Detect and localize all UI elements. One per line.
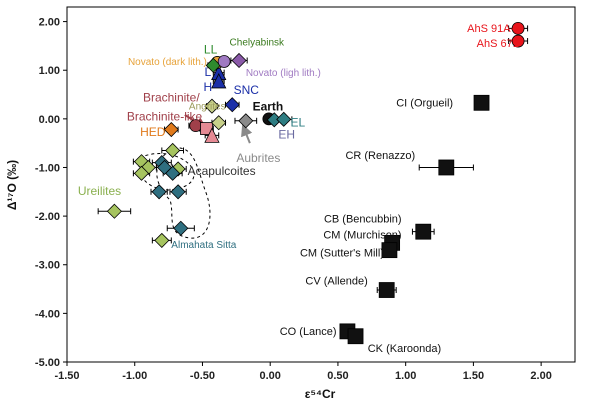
data-point-diamond (163, 121, 179, 138)
point-label: EL (291, 115, 306, 129)
data-point-circle (511, 21, 525, 35)
y-tick-label: 2.00 (39, 17, 60, 29)
data-point-square (381, 242, 398, 259)
data-point-diamond (133, 165, 150, 181)
x-tick-label: 1.00 (395, 370, 416, 382)
group-outlines (138, 147, 211, 239)
x-tick-label: -1.00 (122, 370, 147, 382)
y-tick-label: 1.00 (39, 65, 60, 77)
point-label: CM (Murchison) (323, 229, 401, 241)
acapulcoite-outline (138, 153, 195, 191)
point-label: EH (278, 128, 295, 142)
data-point-circle (511, 34, 525, 48)
point-label: Novato (ligh lith.) (246, 68, 321, 79)
y-tick-label: 0.00 (39, 114, 60, 126)
point-label: L (205, 65, 212, 79)
data-point-diamond (165, 142, 181, 159)
x-tick-label: -1.50 (54, 370, 79, 382)
data-point-diamond (106, 203, 122, 219)
x-tick-label: -0.50 (190, 370, 215, 382)
ureilite-outline (156, 147, 211, 239)
y-tick-label: -1.00 (35, 162, 60, 174)
axis-ticks: -1.50 -1.00 -0.50 0.00 0.50 1.00 1.50 2.00 2.00 1… (35, 17, 552, 382)
y-tick-label: -4.00 (35, 308, 60, 320)
point-label: SNC (234, 83, 260, 97)
data-point-diamond (170, 184, 186, 200)
data-point-diamond (231, 52, 247, 69)
y-tick-label: -2.00 (35, 211, 60, 223)
data-point-triangle (204, 127, 220, 143)
x-tick-label: 0.00 (259, 370, 280, 382)
x-tick-label: 2.00 (530, 370, 551, 382)
data-point-diamond (154, 232, 170, 248)
point-label: CB (Bencubbin) (324, 213, 402, 225)
data-point-square (473, 94, 490, 111)
data-point-square (347, 328, 364, 345)
point-label: CM (Sutter's Mill) (300, 247, 384, 259)
data-point-circle (217, 55, 231, 68)
data-point-square (200, 122, 213, 135)
data-point-diamond (211, 115, 227, 131)
point-label: Angrites (189, 102, 226, 113)
y-tick-label: -5.00 (35, 357, 60, 369)
point-label: AhS 91A-7 (467, 23, 520, 35)
point-label: H (204, 80, 213, 94)
annotation-arrow (241, 123, 253, 144)
point-label: HED (140, 125, 166, 139)
y-tick-label: -3.00 (35, 260, 60, 272)
data-point-square (415, 223, 432, 240)
data-point-diamond (276, 111, 292, 127)
point-label: Novato (dark lith.) (128, 57, 207, 68)
plot-frame (66, 6, 576, 363)
point-label: CO (Lance) (280, 326, 337, 338)
data-points (106, 21, 525, 345)
data-point-diamond (238, 113, 254, 129)
point-label: Earth (253, 99, 284, 113)
point-label: CV (Allende) (305, 276, 367, 288)
point-label: Aubrites (236, 151, 280, 165)
data-point-square (378, 282, 395, 298)
point-label: CR (Renazzo) (345, 150, 415, 162)
point-label: LL (204, 43, 218, 57)
x-tick-label: 0.50 (327, 370, 348, 382)
point-label: Almahata Sitta (171, 240, 236, 251)
y-axis-title: Δ¹⁷O (‰) (5, 160, 19, 210)
point-label: Acapulcoites (188, 164, 256, 178)
data-point-square (438, 159, 455, 176)
point-label: Ureilites (78, 184, 121, 198)
data-point-triangle (211, 73, 227, 89)
data-point-diamond (165, 165, 181, 181)
point-label: CK (Karoonda) (368, 343, 441, 355)
point-label: Chelyabinsk (230, 38, 285, 49)
data-point-diamond (151, 184, 167, 200)
x-tick-label: 1.50 (463, 370, 484, 382)
point-label: Brachinite/ (143, 91, 200, 105)
data-point-diamond (204, 98, 220, 114)
x-axis-title: ε⁵⁴Cr (305, 387, 336, 401)
data-point-diamond (173, 220, 189, 236)
point-labels: AhS 91A-7 AhS 671 LL Chelyabinsk Novato (dar… (78, 23, 520, 355)
point-label: AhS 671 (477, 38, 519, 50)
point-label: Brachinite-like (127, 110, 203, 124)
data-point-diamond (224, 97, 240, 113)
point-label: CI (Orgueil) (396, 98, 453, 110)
